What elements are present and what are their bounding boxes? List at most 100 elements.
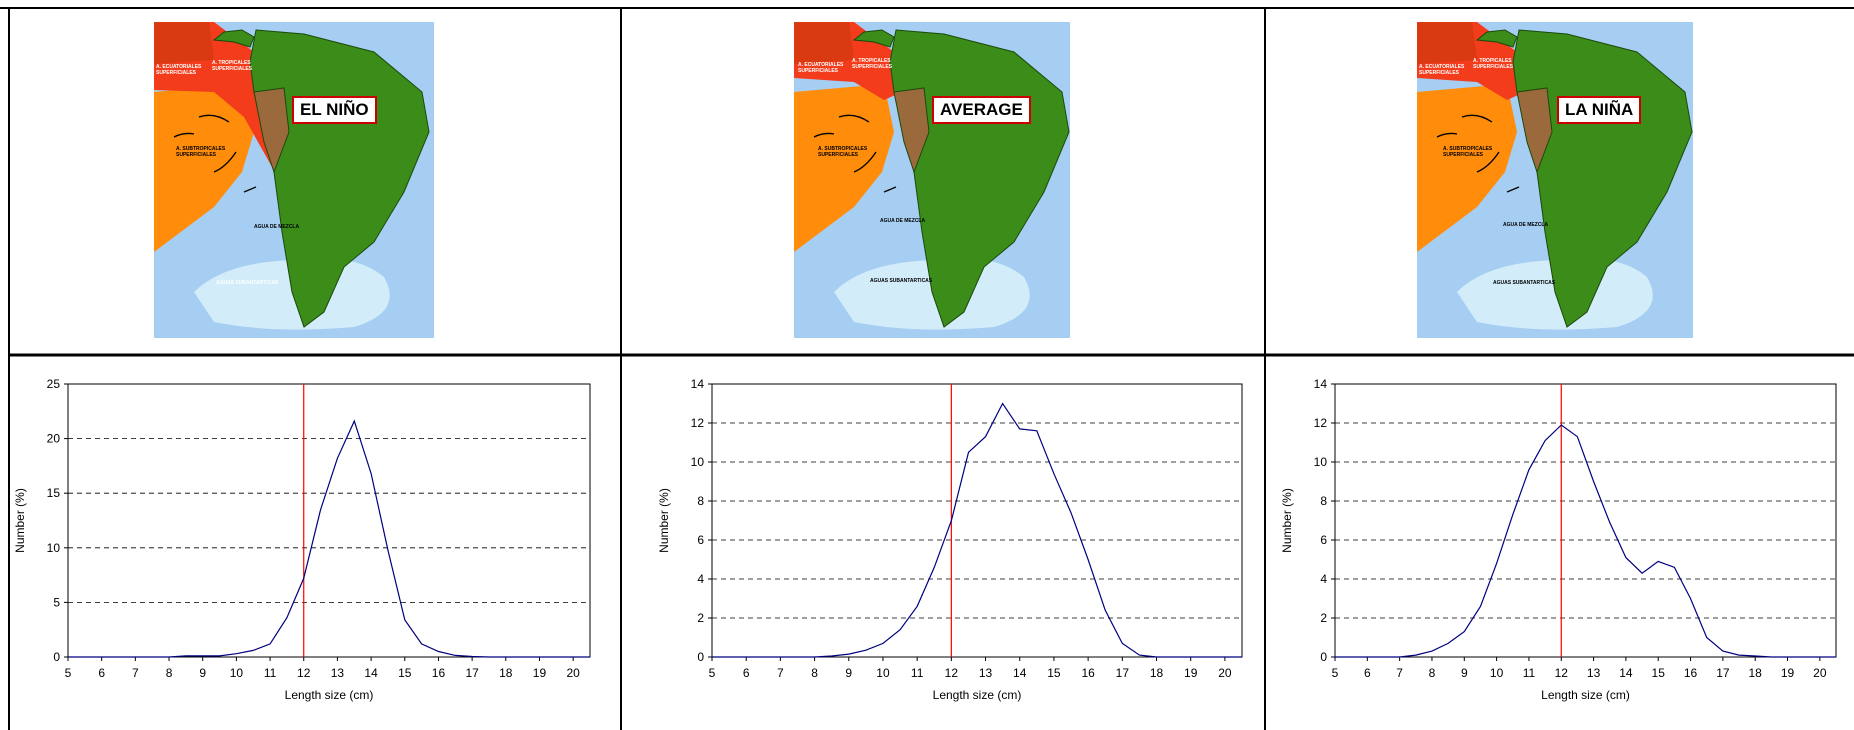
y-tick-label: 8 (1320, 494, 1327, 508)
x-tick-label: 10 (230, 666, 244, 680)
map-label-tropical: A. TROPICALES SUPERFICIALES (1473, 58, 1514, 70)
equatorial-water (794, 22, 854, 64)
map-label-mezcla: AGUA DE MEZCLA (1503, 222, 1549, 228)
x-tick-label: 7 (777, 666, 784, 680)
central-america-land (1475, 29, 1518, 48)
x-tick-label: 17 (465, 666, 479, 680)
x-tick-label: 5 (709, 666, 716, 680)
x-tick-label: 6 (98, 666, 105, 680)
current-arrow (213, 151, 237, 173)
y-tick-label: 15 (47, 486, 61, 500)
subantarctic-water (834, 258, 1030, 330)
map-el-nino: A. ECUATORIALES SUPERFICIALES A. TROPICAL… (154, 22, 434, 338)
plot-area (67, 383, 591, 658)
x-axis-label: Length size (cm) (285, 688, 374, 702)
series-line (68, 419, 590, 658)
x-tick-label: 13 (979, 666, 993, 680)
map-label-equatorial: A. ECUATORIALES SUPERFICIALES (798, 62, 844, 74)
y-tick-label: 0 (53, 650, 60, 664)
x-tick-label: 6 (743, 666, 750, 680)
y-axis-label: Number (%) (1280, 488, 1294, 553)
map-label-tropical: A. TROPICALES SUPERFICIALES (212, 60, 253, 72)
map-label-equatorial: A. ECUATORIALES SUPERFICIALES (1419, 64, 1465, 76)
y-tick-label: 12 (691, 416, 705, 430)
current-arrow (813, 132, 835, 138)
x-tick-label: 19 (1184, 666, 1198, 680)
y-tick-label: 20 (47, 432, 61, 446)
x-tick-label: 14 (364, 666, 378, 680)
x-axis-label: Length size (cm) (933, 688, 1022, 702)
y-tick-label: 14 (1314, 377, 1328, 391)
map-label-subtropical: A. SUBTROPICALES SUPERFICIALES (818, 146, 868, 158)
y-tick-label: 10 (47, 541, 61, 555)
subtropical-water (1417, 84, 1517, 252)
x-tick-label: 19 (533, 666, 547, 680)
x-tick-label: 16 (1684, 666, 1698, 680)
x-tick-label: 15 (398, 666, 412, 680)
y-tick-label: 2 (697, 611, 704, 625)
chart-average: 0 2 4 6 8 10 12 14 5 6 7 8 9 10 11 12 13 14 15 16 17 18 19 20 Le… (657, 377, 1243, 702)
subtropical-water (794, 84, 894, 252)
y-axis-label: Number (%) (657, 488, 671, 553)
current-arrow (198, 114, 230, 123)
x-tick-label: 20 (1813, 666, 1827, 680)
y-tick-label: 10 (1314, 455, 1328, 469)
x-tick-label: 7 (1396, 666, 1403, 680)
peru-land (1516, 87, 1553, 174)
current-arrow (883, 186, 897, 193)
x-tick-label: 12 (297, 666, 311, 680)
map-title: LA NIÑA (1557, 96, 1642, 124)
series-line (1335, 424, 1836, 658)
x-tick-label: 14 (1013, 666, 1027, 680)
x-tick-label: 19 (1781, 666, 1795, 680)
y-tick-label: 4 (697, 572, 704, 586)
plot-area (711, 383, 1243, 658)
y-tick-label: 5 (53, 595, 60, 609)
x-tick-label: 10 (1490, 666, 1504, 680)
x-tick-label: 18 (1749, 666, 1763, 680)
map-label-subtropical: A. SUBTROPICALES SUPERFICIALES (176, 146, 226, 158)
map-label-subantartica: AGUAS SUBANTARTICAS (1493, 280, 1556, 286)
peru-land (253, 87, 290, 174)
y-tick-label: 2 (1320, 611, 1327, 625)
map-average-image (794, 22, 1070, 338)
y-tick-label: 25 (47, 377, 61, 391)
series-line (712, 402, 1242, 658)
x-tick-label: 13 (1587, 666, 1601, 680)
x-tick-label: 18 (1150, 666, 1164, 680)
x-tick-label: 10 (876, 666, 890, 680)
x-tick-label: 12 (1555, 666, 1569, 680)
subtropical-water (154, 84, 254, 252)
current-arrow (173, 132, 195, 138)
y-tick-label: 0 (697, 650, 704, 664)
map-label-equatorial: A. ECUATORIALES SUPERFICIALES (156, 64, 202, 76)
x-tick-label: 6 (1364, 666, 1371, 680)
map-label-mezcla: AGUA DE MEZCLA (880, 218, 926, 224)
map-label-subantartica: AGUAS SUBANTARTICAS (216, 280, 279, 286)
x-tick-label: 5 (1332, 666, 1339, 680)
map-title: EL NIÑO (292, 96, 377, 124)
y-tick-label: 0 (1320, 650, 1327, 664)
map-la-nina: A. ECUATORIALES SUPERFICIALES A. TROPICAL… (1417, 22, 1693, 338)
y-tick-label: 8 (697, 494, 704, 508)
equatorial-water (1417, 22, 1477, 64)
x-tick-label: 15 (1047, 666, 1061, 680)
plot-area (1334, 383, 1837, 658)
x-tick-label: 20 (1218, 666, 1232, 680)
y-tick-label: 10 (691, 455, 705, 469)
map-title: AVERAGE (932, 96, 1031, 124)
x-tick-label: 11 (1523, 666, 1536, 680)
map-label-mezcla: AGUA DE MEZCLA (254, 224, 300, 230)
subantarctic-water (194, 258, 390, 330)
y-tick-label: 6 (1320, 533, 1327, 547)
x-tick-label: 16 (432, 666, 446, 680)
x-tick-label: 17 (1116, 666, 1130, 680)
current-arrow (1506, 186, 1520, 193)
y-tick-label: 4 (1320, 572, 1327, 586)
x-axis-label: Length size (cm) (1541, 688, 1630, 702)
x-tick-label: 8 (811, 666, 818, 680)
x-tick-label: 9 (845, 666, 852, 680)
x-tick-label: 20 (566, 666, 580, 680)
x-tick-label: 17 (1716, 666, 1730, 680)
map-average: A. ECUATORIALES SUPERFICIALES A. TROPICAL… (794, 22, 1070, 338)
